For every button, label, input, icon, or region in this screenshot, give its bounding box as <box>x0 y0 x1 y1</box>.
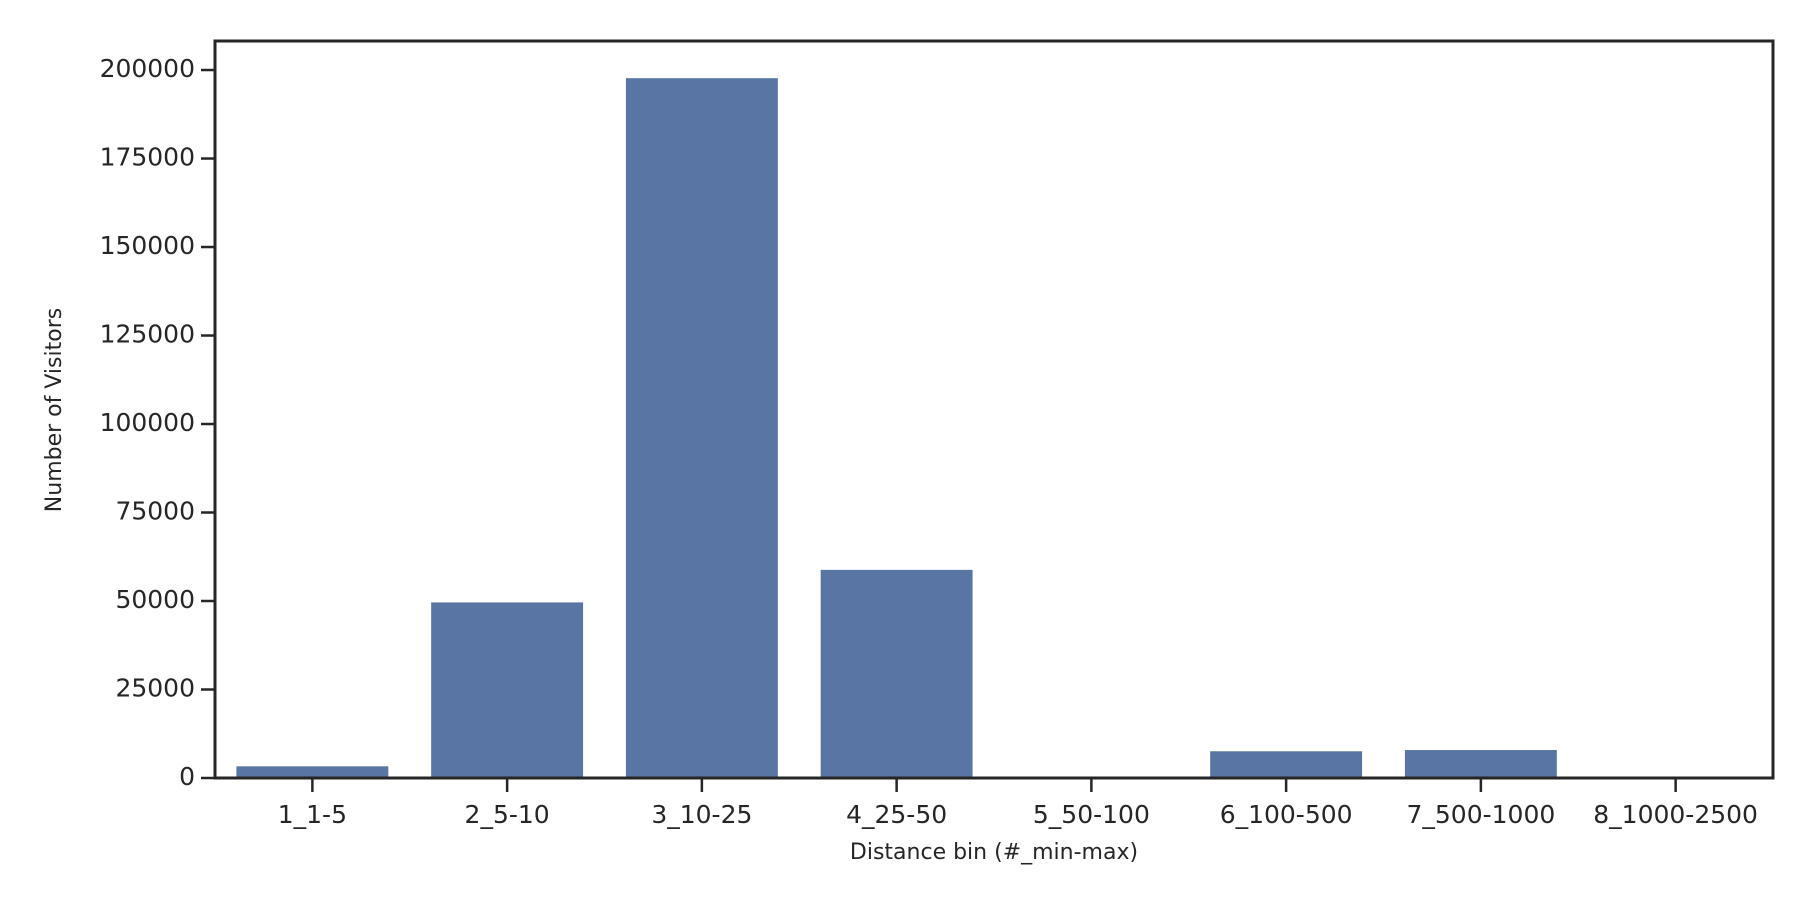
y-tick-label: 175000 <box>100 143 195 172</box>
bar <box>431 602 584 778</box>
y-tick-label: 200000 <box>100 54 195 83</box>
bar <box>1404 750 1557 778</box>
x-tick-label: 5_50-100 <box>1033 800 1150 829</box>
x-tick-label: 8_1000-2500 <box>1593 800 1758 829</box>
bar <box>1210 751 1363 778</box>
x-tick-label: 4_25-50 <box>846 800 947 829</box>
y-tick-label: 75000 <box>115 497 195 526</box>
x-axis-label: Distance bin (#_min-max) <box>850 840 1138 865</box>
y-tick-label: 125000 <box>100 320 195 349</box>
y-tick-label: 50000 <box>115 585 195 614</box>
bar <box>236 766 389 778</box>
y-tick-label: 150000 <box>100 231 195 260</box>
plot-frame <box>213 39 1775 780</box>
x-tick-label: 6_100-500 <box>1220 800 1353 829</box>
x-tick-label: 1_1-5 <box>278 800 347 829</box>
y-tick-label: 100000 <box>100 408 195 437</box>
y-tick-label: 0 <box>179 762 195 791</box>
x-tick-label: 3_10-25 <box>651 800 752 829</box>
x-tick-label: 2_5-10 <box>465 800 550 829</box>
y-tick-label: 25000 <box>115 674 195 703</box>
bar <box>820 569 973 778</box>
bar <box>625 78 778 779</box>
x-tick-label: 7_500-1000 <box>1406 800 1555 829</box>
y-axis-label: Number of Visitors <box>42 308 67 512</box>
